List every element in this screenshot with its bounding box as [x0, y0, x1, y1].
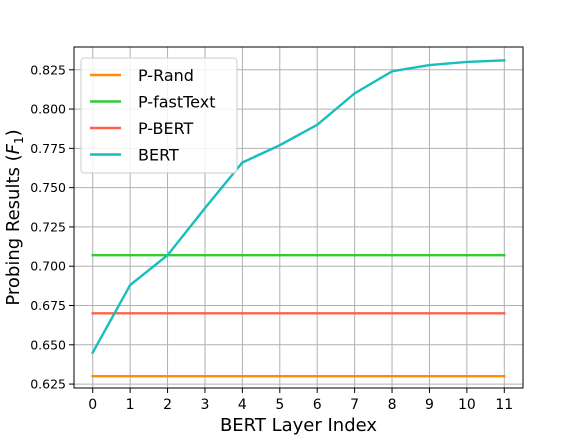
legend-label-bert: BERT: [138, 146, 179, 165]
legend-label-p-bert: P-BERT: [138, 119, 194, 138]
legend-label-p-fasttext: P-fastText: [138, 93, 215, 112]
x-tick-label: 11: [495, 397, 513, 413]
x-tick-label: 7: [350, 397, 359, 413]
y-tick-label: 0.725: [30, 219, 66, 234]
y-tick-label: 0.700: [30, 259, 66, 274]
legend-box: [80, 57, 238, 174]
plot-frame: [73, 46, 524, 389]
x-tick-label: 8: [388, 397, 397, 413]
x-tick-label: 10: [458, 397, 476, 413]
y-tick-label: 0.775: [30, 141, 66, 156]
y-tick-label: 0.800: [30, 102, 66, 117]
y-tick-label: 0.750: [30, 180, 66, 195]
legend: P-Rand P-fastText P-BERT BERT: [80, 57, 238, 174]
x-tick-label: 0: [88, 397, 97, 413]
legend-label-p-rand: P-Rand: [138, 66, 194, 85]
y-tick-label: 0.675: [30, 298, 66, 313]
y-tick-label: 0.825: [30, 62, 66, 77]
x-tick-label: 6: [313, 397, 322, 413]
x-tick-label: 3: [200, 397, 209, 413]
x-tick-label: 2: [163, 397, 172, 413]
y-axis-label-symbol: F: [3, 143, 24, 154]
y-axis-label-close: ): [3, 129, 24, 136]
y-tick-label: 0.650: [30, 337, 66, 352]
y-axis-ticks: 0.625 0.650 0.675 0.700 0.725 0.750 0.775 0.800…: [30, 62, 74, 392]
y-tick-label: 0.625: [30, 377, 66, 392]
x-tick-label: 9: [425, 397, 434, 413]
x-axis-ticks: 0 1 2 3 4 5 6 7 8 9 10 11: [88, 388, 513, 413]
y-axis-label-text: Probing Results (: [3, 154, 24, 305]
x-tick-label: 4: [238, 397, 247, 413]
grid: [74, 47, 523, 388]
x-tick-label: 1: [126, 397, 135, 413]
x-tick-label: 5: [275, 397, 284, 413]
x-axis-label: BERT Layer Index: [220, 415, 377, 436]
series-lines: [91, 59, 506, 378]
y-axis-label-subscript: 1: [12, 136, 26, 144]
series-line-bert: [91, 59, 506, 355]
y-axis-label: Probing Results (F1): [3, 129, 26, 305]
